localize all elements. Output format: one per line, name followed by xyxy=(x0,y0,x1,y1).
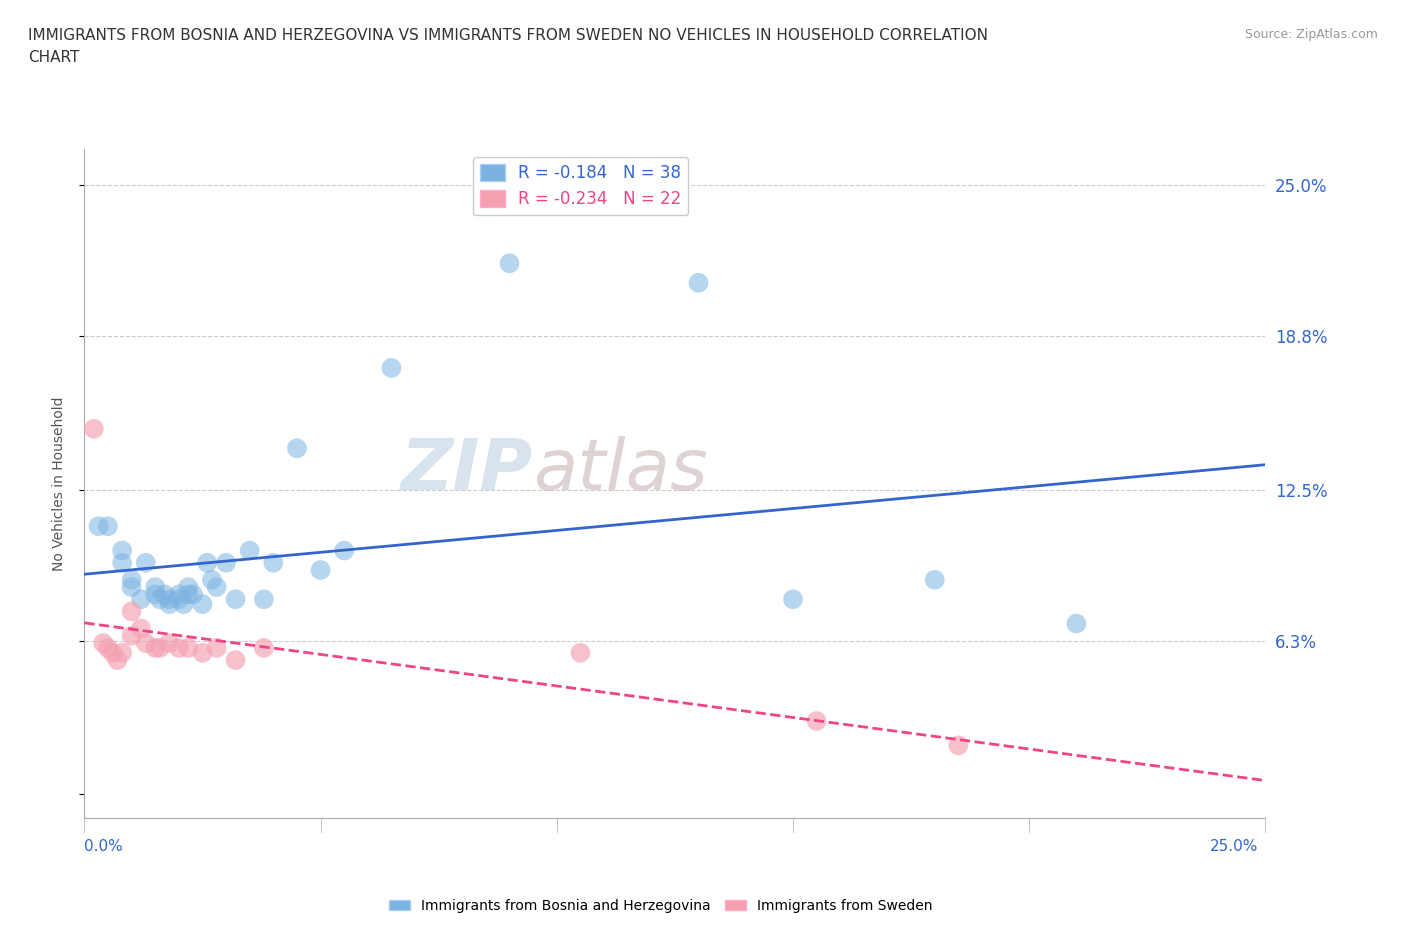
Point xyxy=(253,591,276,606)
Point xyxy=(177,579,200,594)
Point xyxy=(135,635,157,650)
Point xyxy=(806,713,828,728)
Point xyxy=(157,597,180,612)
Point xyxy=(173,597,195,612)
Point xyxy=(191,645,214,660)
Point xyxy=(157,591,180,606)
Point xyxy=(83,421,105,436)
Point xyxy=(380,361,402,376)
Point xyxy=(111,645,134,660)
Point xyxy=(157,635,180,650)
Point xyxy=(225,591,247,606)
Point xyxy=(181,587,204,602)
Text: 0.0%: 0.0% xyxy=(84,839,124,854)
Text: 25.0%: 25.0% xyxy=(1211,839,1258,854)
Point xyxy=(191,597,214,612)
Point xyxy=(205,641,228,656)
Point xyxy=(498,256,520,271)
Point xyxy=(167,591,190,606)
Point xyxy=(129,591,152,606)
Point xyxy=(143,587,166,602)
Point xyxy=(782,591,804,606)
Text: Source: ZipAtlas.com: Source: ZipAtlas.com xyxy=(1244,28,1378,41)
Point xyxy=(167,641,190,656)
Y-axis label: No Vehicles in Household: No Vehicles in Household xyxy=(52,396,66,571)
Point xyxy=(167,587,190,602)
Point xyxy=(262,555,284,570)
Point xyxy=(149,591,172,606)
Text: atlas: atlas xyxy=(533,436,707,505)
Text: ZIP: ZIP xyxy=(401,436,533,505)
Point xyxy=(285,441,308,456)
Point xyxy=(1066,617,1088,631)
Text: IMMIGRANTS FROM BOSNIA AND HERZEGOVINA VS IMMIGRANTS FROM SWEDEN NO VEHICLES IN : IMMIGRANTS FROM BOSNIA AND HERZEGOVINA V… xyxy=(28,28,988,65)
Point xyxy=(205,579,228,594)
Point xyxy=(253,641,276,656)
Point xyxy=(91,635,114,650)
Point xyxy=(948,737,970,752)
Point xyxy=(177,587,200,602)
Point xyxy=(195,555,218,570)
Legend: R = -0.184   N = 38, R = -0.234   N = 22: R = -0.184 N = 38, R = -0.234 N = 22 xyxy=(472,157,688,215)
Point xyxy=(153,587,176,602)
Point xyxy=(87,519,110,534)
Point xyxy=(107,653,129,668)
Point xyxy=(121,604,143,618)
Point xyxy=(135,555,157,570)
Point xyxy=(225,653,247,668)
Point xyxy=(143,641,166,656)
Point xyxy=(121,572,143,587)
Point xyxy=(143,579,166,594)
Point xyxy=(97,519,120,534)
Point xyxy=(149,641,172,656)
Point xyxy=(129,621,152,636)
Point xyxy=(121,629,143,644)
Point xyxy=(111,543,134,558)
Point xyxy=(111,555,134,570)
Point xyxy=(97,641,120,656)
Point xyxy=(239,543,262,558)
Point xyxy=(333,543,356,558)
Point xyxy=(121,579,143,594)
Point xyxy=(201,572,224,587)
Point xyxy=(688,275,710,290)
Legend: Immigrants from Bosnia and Herzegovina, Immigrants from Sweden: Immigrants from Bosnia and Herzegovina, … xyxy=(384,894,938,919)
Point xyxy=(215,555,238,570)
Point xyxy=(924,572,946,587)
Point xyxy=(569,645,592,660)
Point xyxy=(101,645,124,660)
Point xyxy=(309,563,332,578)
Point xyxy=(177,641,200,656)
